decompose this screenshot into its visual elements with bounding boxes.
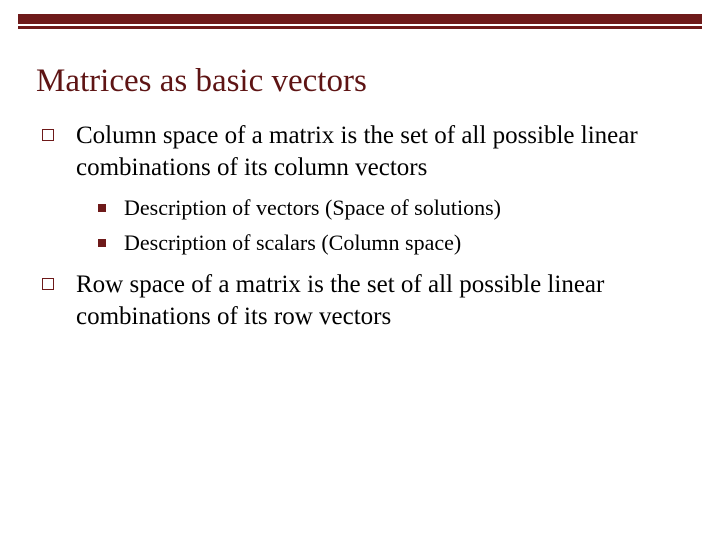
- square-outline-bullet-icon: [42, 129, 54, 141]
- bullet-level2: Description of vectors (Space of solutio…: [98, 194, 662, 223]
- square-outline-bullet-icon: [42, 278, 54, 290]
- top-bar-thin: [18, 26, 702, 29]
- bullet-text: Row space of a matrix is the set of all …: [76, 269, 662, 333]
- bullet-level1: Column space of a matrix is the set of a…: [42, 120, 662, 184]
- slide-title: Matrices as basic vectors: [36, 63, 720, 100]
- bullet-level1: Row space of a matrix is the set of all …: [42, 269, 662, 333]
- bullet-text: Description of scalars (Column space): [124, 229, 461, 258]
- bullet-level2: Description of scalars (Column space): [98, 229, 662, 258]
- slide-content: Column space of a matrix is the set of a…: [42, 120, 662, 333]
- bullet-text: Column space of a matrix is the set of a…: [76, 120, 662, 184]
- bullet-text: Description of vectors (Space of solutio…: [124, 194, 501, 223]
- top-bar-thick: [18, 14, 702, 24]
- square-filled-bullet-icon: [98, 239, 106, 247]
- top-accent-bars: [0, 0, 720, 29]
- square-filled-bullet-icon: [98, 204, 106, 212]
